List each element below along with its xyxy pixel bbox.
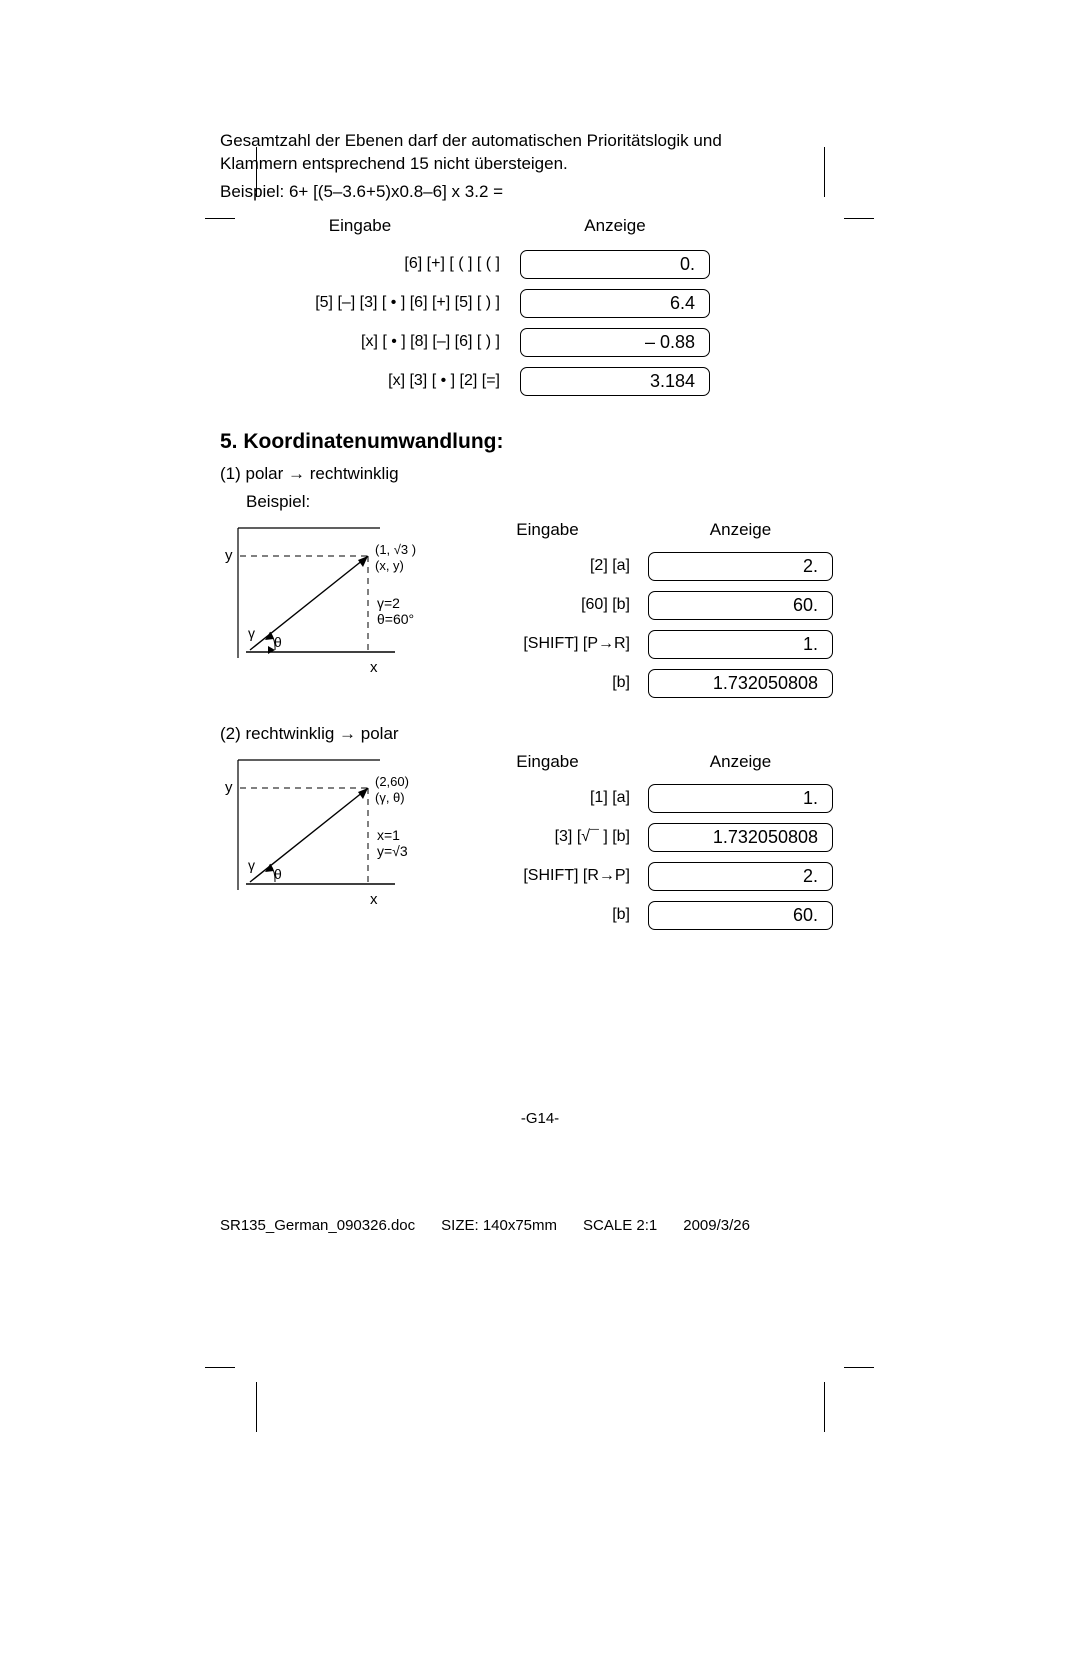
input-keys: [2] [a]: [465, 557, 630, 575]
col-header-input: Eingabe: [465, 752, 630, 772]
gamma-eq: γ=2: [377, 595, 400, 611]
display-value: 2.: [648, 862, 833, 891]
svg-text:(2,60): (2,60): [375, 774, 409, 789]
display-value: 0.: [520, 250, 710, 279]
footer-scale: SCALE 2:1: [583, 1217, 657, 1234]
input-keys: [1] [a]: [465, 789, 630, 807]
intro-line-2: Klammern entsprechend 15 nicht übersteig…: [220, 154, 568, 173]
theta-label: θ: [274, 634, 282, 650]
input-keys: [3] [√¯ ] [b]: [465, 828, 630, 846]
example-expression: Beispiel: 6+ [(5–3.6+5)x0.8–6] x 3.2 =: [220, 182, 860, 202]
io-table-main: Eingabe Anzeige [6] [+] [ ( ] [ ( ] 0. […: [220, 216, 860, 396]
gamma-label: γ: [248, 625, 255, 641]
svg-text:y=√3: y=√3: [377, 843, 408, 859]
footer-filename: SR135_German_090326.doc: [220, 1217, 415, 1234]
coord-block-2: y x (2,60) (γ, θ) x=1 y=√3 γ θ Eingabe A…: [220, 752, 860, 930]
svg-text:(γ, θ): (γ, θ): [375, 790, 405, 805]
theta-eq: θ=60°: [377, 611, 414, 627]
display-value: 6.4: [520, 289, 710, 318]
svg-text:x: x: [370, 891, 378, 908]
intro-text: Gesamtzahl der Ebenen darf der automatis…: [220, 130, 860, 176]
input-keys: [60] [b]: [465, 596, 630, 614]
input-keys: [SHIFT] [P→R]: [465, 635, 630, 653]
display-value: 60.: [648, 591, 833, 620]
subsection-1-label: (1) polar → rechtwinklig: [220, 464, 860, 484]
crop-mark: [205, 1367, 235, 1368]
rect-to-polar-diagram: y x (2,60) (γ, θ) x=1 y=√3 γ θ: [220, 752, 455, 930]
xy-label: (x, y): [375, 558, 404, 573]
coord-io-table-1: Eingabe Anzeige [2] [a] 2. [60] [b] 60. …: [465, 520, 860, 698]
footer-date: 2009/3/26: [683, 1217, 750, 1234]
input-keys: [SHIFT] [R→P]: [465, 867, 630, 885]
crop-mark: [824, 1382, 825, 1432]
col-header-input: Eingabe: [220, 216, 500, 236]
crop-mark: [844, 1367, 874, 1368]
display-value: 1.732050808: [648, 823, 833, 852]
y-axis-label: y: [225, 547, 233, 564]
crop-mark: [256, 1382, 257, 1432]
display-value: 3.184: [520, 367, 710, 396]
input-keys: [5] [–] [3] [ • ] [6] [+] [5] [ ) ]: [220, 294, 500, 312]
coord-io-table-2: Eingabe Anzeige [1] [a] 1. [3] [√¯ ] [b]…: [465, 752, 860, 930]
footer-size: SIZE: 140x75mm: [441, 1217, 557, 1234]
footer: SR135_German_090326.doc SIZE: 140x75mm S…: [220, 1217, 860, 1234]
display-value: 60.: [648, 901, 833, 930]
input-keys: [x] [ • ] [8] [–] [6] [ ) ]: [220, 333, 500, 351]
col-header-display: Anzeige: [648, 520, 833, 540]
x-axis-label: x: [370, 659, 378, 676]
polar-to-rect-diagram: y x (1, √3 ) (x, y) γ=2 θ=60° γ θ: [220, 520, 455, 698]
point-coords: (1, √3 ): [375, 542, 416, 557]
input-keys: [b]: [465, 906, 630, 924]
display-value: 1.732050808: [648, 669, 833, 698]
input-keys: [x] [3] [ • ] [2] [=]: [220, 372, 500, 390]
display-value: – 0.88: [520, 328, 710, 357]
svg-text:x=1: x=1: [377, 827, 400, 843]
col-header-display: Anzeige: [648, 752, 833, 772]
input-keys: [6] [+] [ ( ] [ ( ]: [220, 255, 500, 273]
section-title: 5. Koordinatenumwandlung:: [220, 430, 860, 454]
svg-text:y: y: [225, 779, 233, 796]
display-value: 2.: [648, 552, 833, 581]
col-header-display: Anzeige: [520, 216, 710, 236]
svg-text:θ: θ: [274, 866, 282, 882]
display-value: 1.: [648, 784, 833, 813]
svg-text:γ: γ: [248, 857, 255, 873]
subsection-2-label: (2) rechtwinklig → polar: [220, 724, 860, 744]
col-header-input: Eingabe: [465, 520, 630, 540]
beispiel-label: Beispiel:: [246, 492, 860, 512]
input-keys: [b]: [465, 674, 630, 692]
page-content: Gesamtzahl der Ebenen darf der automatis…: [220, 130, 860, 1234]
display-value: 1.: [648, 630, 833, 659]
coord-block-1: y x (1, √3 ) (x, y) γ=2 θ=60° γ θ Eingab…: [220, 520, 860, 698]
intro-line-1: Gesamtzahl der Ebenen darf der automatis…: [220, 131, 722, 150]
page-number: -G14-: [220, 1110, 860, 1127]
